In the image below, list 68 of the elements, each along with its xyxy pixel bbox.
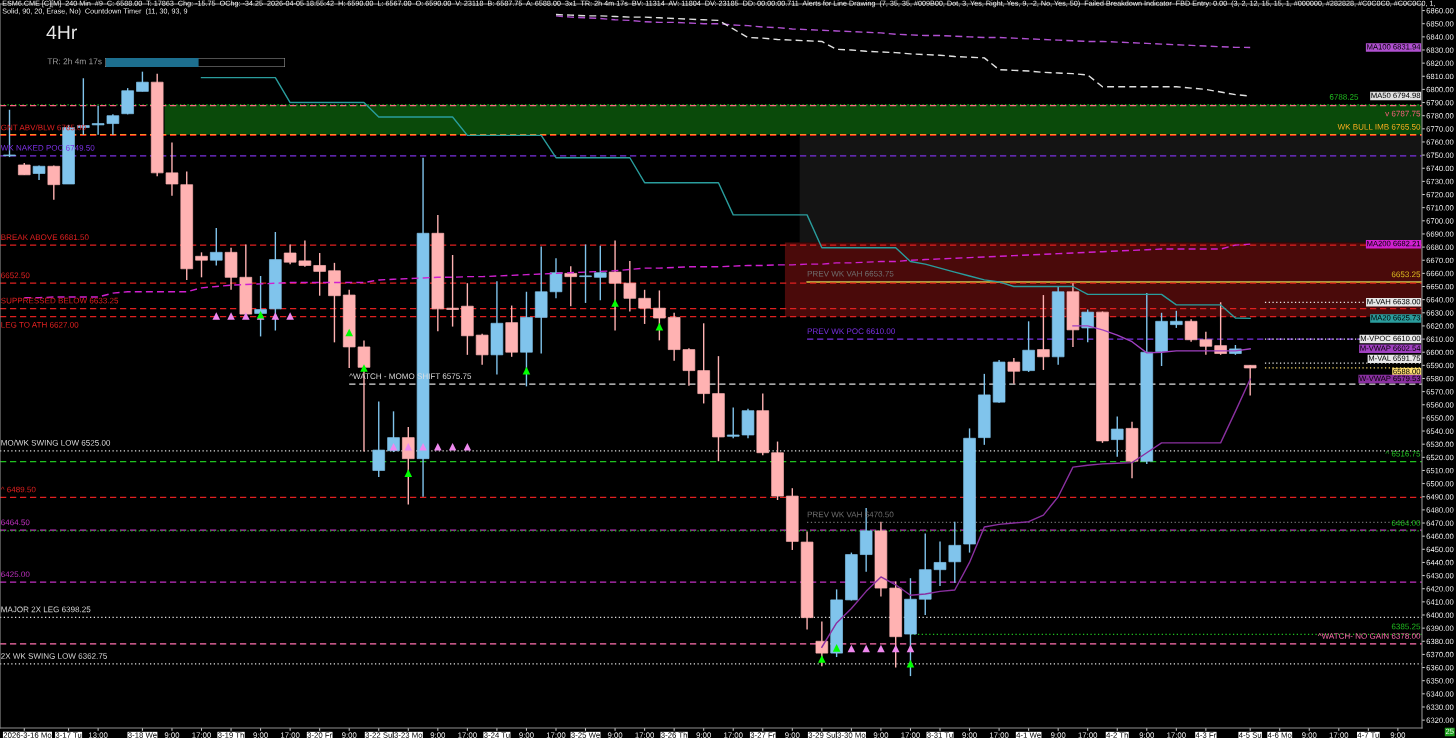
candlestick — [210, 227, 223, 267]
candlestick — [653, 289, 666, 342]
ref-line-label: 6464.00 — [1391, 520, 1421, 526]
candlestick — [1243, 364, 1257, 397]
point — [242, 312, 250, 320]
point — [818, 655, 826, 663]
ref-line-label: ^ 6516.75 — [1385, 450, 1421, 457]
candlestick — [1007, 357, 1021, 385]
point — [271, 312, 280, 320]
candlestick — [372, 400, 386, 478]
ref-line-label: MO/WK SWING LOW 6525.00 — [1, 439, 111, 446]
ref-line-label: ^ 6489.50 — [0, 486, 36, 493]
candlestick — [697, 322, 710, 405]
ref-line-label: 6653.25 — [1391, 271, 1421, 278]
annotation: TR: 2h 4m 17s — [47, 58, 102, 65]
point — [286, 312, 294, 320]
ref-line-label: BREAK ABOVE 6681.50 — [1, 234, 89, 241]
candlestick — [47, 164, 61, 201]
ref-line-label: WK BULL IMB 6765.50 — [1337, 123, 1421, 130]
point — [212, 312, 221, 320]
ref-line-label: v 6787.75 — [1385, 110, 1421, 117]
candlestick — [195, 251, 208, 279]
point — [611, 299, 619, 307]
candlestick — [594, 245, 607, 301]
line-series — [555, 15, 1251, 49]
ref-line-label: 2X WK SWING LOW 6362.75 — [1, 653, 107, 659]
ref-line-label: LEG TO ATH 6627.00 — [1, 321, 79, 328]
ref-line-label: 6425.00 — [1, 571, 30, 578]
point — [862, 644, 870, 653]
point — [227, 312, 235, 320]
candlestick — [638, 289, 651, 325]
candlestick — [1081, 308, 1094, 344]
ref-line-label: PREV WK VAH 6653.75 — [807, 270, 894, 277]
line-series — [200, 76, 1251, 320]
candlestick — [1037, 294, 1050, 371]
point — [832, 644, 841, 652]
point — [847, 644, 856, 653]
point — [891, 644, 900, 653]
ref-line-label: 6652.50 — [1, 272, 30, 279]
candlestick — [136, 70, 149, 93]
candlestick — [313, 252, 326, 297]
candlestick — [815, 620, 829, 667]
ref-line-label: PREV WK POC 6610.00 — [807, 328, 895, 334]
ref-line-label: 6385.25 — [1391, 623, 1421, 630]
candlestick — [1110, 415, 1124, 458]
ref-line-label: ^WATCH- NO GAIN 6378.00 — [1317, 633, 1421, 639]
ref-line-label: 6788.25 — [1329, 94, 1359, 100]
candlestick — [402, 426, 415, 506]
annotation: 4Hr — [46, 25, 78, 40]
point — [655, 322, 664, 331]
point — [434, 443, 442, 451]
candlestick — [579, 243, 592, 304]
point — [419, 443, 427, 451]
point — [463, 443, 472, 451]
candlestick — [1022, 320, 1035, 373]
candlestick — [446, 254, 459, 328]
point — [448, 443, 457, 451]
ref-line-label: 6464.50 — [1, 519, 30, 526]
ref-line-label: SUPPRESSED BELOW 6633.25 — [1, 297, 119, 304]
ref-line-label: MAJOR 2X LEG 6398.25 — [1, 606, 91, 613]
candlestick — [948, 521, 962, 584]
candlestick — [475, 333, 489, 366]
point — [360, 364, 368, 372]
candlestick — [121, 87, 134, 116]
point — [345, 328, 354, 337]
point — [404, 469, 413, 477]
candlestick — [564, 265, 578, 307]
candlestick — [3, 109, 16, 158]
